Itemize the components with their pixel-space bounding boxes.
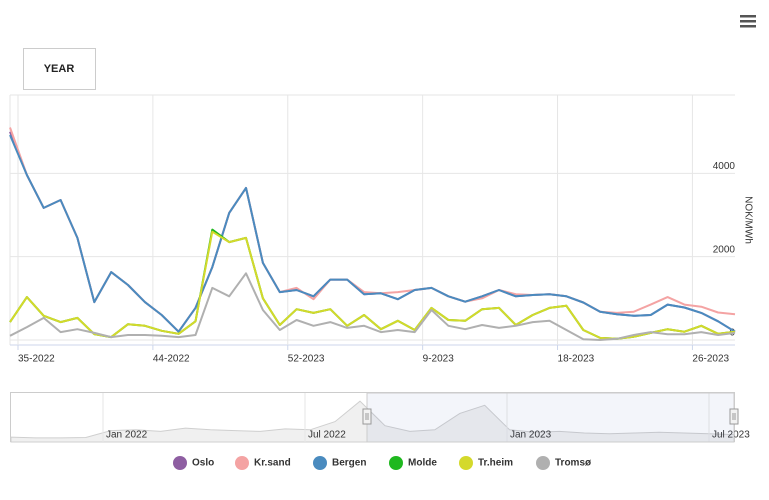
y-tick-label: 4000	[713, 161, 736, 172]
navigator-selection	[366, 392, 735, 443]
legend-marker[interactable]	[173, 456, 187, 470]
navigator-label: Jul 2023	[712, 430, 750, 441]
y-tick-label: 2000	[713, 244, 736, 255]
year-button[interactable]	[23, 48, 96, 90]
legend-label[interactable]: Kr.sand	[254, 458, 291, 469]
legend-label[interactable]: Oslo	[192, 458, 214, 469]
legend-marker[interactable]	[235, 456, 249, 470]
legend-marker[interactable]	[313, 456, 327, 470]
navigator-label: Jul 2022	[308, 430, 346, 441]
menu-bar	[740, 25, 756, 28]
menu-icon[interactable]	[740, 15, 756, 28]
legend-marker[interactable]	[389, 456, 403, 470]
x-tick-label: 18-2023	[558, 354, 595, 365]
x-tick-label: 44-2022	[153, 354, 190, 365]
x-tick-label: 9-2023	[423, 354, 455, 365]
navigator-handle[interactable]	[729, 408, 739, 425]
legend-label[interactable]: Tr.heim	[478, 458, 513, 469]
legend-marker[interactable]	[536, 456, 550, 470]
series-line	[9, 272, 736, 341]
menu-bar	[740, 15, 756, 18]
legend-marker[interactable]	[459, 456, 473, 470]
navigator-handle[interactable]	[362, 408, 372, 425]
x-tick-label: 35-2022	[18, 354, 55, 365]
navigator-label: Jan 2023	[510, 430, 552, 441]
button-label: YEAR	[44, 63, 75, 75]
y-axis-label: NOK/MWh	[742, 196, 753, 244]
legend-label[interactable]: Tromsø	[555, 458, 592, 469]
navigator-area	[10, 400, 735, 443]
legend-label[interactable]: Bergen	[332, 458, 366, 469]
navigator-label: Jan 2022	[106, 430, 148, 441]
menu-bar	[740, 20, 756, 23]
series-line	[9, 134, 736, 333]
x-tick-label: 52-2023	[288, 354, 325, 365]
x-tick-label: 26-2023	[692, 354, 729, 365]
legend-label[interactable]: Molde	[408, 458, 437, 469]
